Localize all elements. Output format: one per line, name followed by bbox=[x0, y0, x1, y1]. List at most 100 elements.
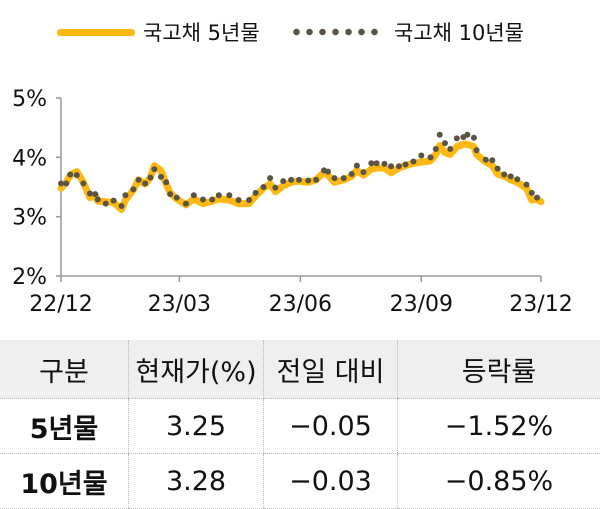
legend-line-swatch bbox=[57, 29, 135, 36]
series-10y-point bbox=[464, 132, 470, 138]
series-10y-point bbox=[332, 175, 338, 181]
table-cell: 3.25 bbox=[129, 399, 264, 454]
series-10y-point bbox=[447, 146, 453, 152]
series-10y-point bbox=[87, 191, 93, 197]
series-10y-point bbox=[103, 201, 109, 207]
x-tick-label: 23/12 bbox=[509, 292, 572, 317]
table-cell: −0.03 bbox=[264, 454, 398, 509]
series-10y-point bbox=[442, 140, 448, 146]
series-10y-point bbox=[354, 163, 360, 169]
series-10y-point bbox=[67, 172, 73, 178]
series-10y-point bbox=[437, 132, 443, 138]
series-10y-point bbox=[349, 171, 355, 177]
series-10y-point bbox=[261, 184, 267, 190]
series-10y-point bbox=[92, 191, 98, 197]
series-10y-point bbox=[253, 190, 259, 196]
series-10y-point bbox=[163, 179, 169, 185]
series-10y-point bbox=[474, 147, 480, 153]
series-10y-point bbox=[167, 191, 173, 197]
header-cell: 구분 bbox=[0, 340, 129, 399]
legend-label: 국고채 5년물 bbox=[143, 17, 260, 47]
series-10y-point bbox=[280, 178, 286, 184]
legend-item-5y: 국고채 5년물 bbox=[57, 14, 260, 50]
series-10y-point bbox=[341, 175, 347, 181]
series-10y-point bbox=[418, 153, 424, 159]
series-10y-point bbox=[454, 135, 460, 141]
series-10y-point bbox=[410, 158, 416, 164]
series-10y-point bbox=[158, 174, 164, 180]
series-10y-point bbox=[508, 173, 514, 179]
series-10y-point bbox=[501, 172, 507, 178]
series-10y-point bbox=[95, 196, 101, 202]
series-10y-point bbox=[122, 192, 128, 198]
y-tick-label: 4% bbox=[12, 146, 47, 171]
series-10y-point bbox=[428, 154, 434, 160]
series-10y-point bbox=[296, 177, 302, 183]
series-10y-point bbox=[147, 175, 153, 181]
y-tick-label: 3% bbox=[12, 206, 47, 231]
series-5y-line bbox=[61, 144, 541, 209]
series-10y-point bbox=[216, 192, 222, 198]
header-cell: 등락률 bbox=[398, 340, 600, 399]
series-10y-point bbox=[534, 195, 540, 201]
header-cell: 현재가(%) bbox=[129, 340, 264, 399]
y-tick-label: 2% bbox=[12, 265, 47, 290]
series-10y-point bbox=[80, 180, 86, 186]
header-cell: 전일 대비 bbox=[264, 340, 398, 399]
series-10y-point bbox=[529, 190, 535, 196]
series-10y-point bbox=[325, 169, 331, 175]
series-10y-point bbox=[360, 169, 366, 175]
series-10y-point bbox=[396, 163, 402, 169]
series-10y-point bbox=[191, 192, 197, 198]
series-10y-point bbox=[272, 185, 278, 191]
series-10y-point bbox=[130, 186, 136, 192]
series-10y-point bbox=[58, 180, 64, 186]
series-10y-point bbox=[151, 166, 157, 172]
series-10y-point bbox=[74, 172, 80, 178]
legend-dots-swatch bbox=[290, 28, 382, 36]
table-cell: −0.85% bbox=[398, 454, 600, 509]
series-10y-point bbox=[63, 180, 69, 186]
series-10y-point bbox=[313, 177, 319, 183]
series-10y-point bbox=[288, 177, 294, 183]
series-10y-point bbox=[236, 197, 242, 203]
series-10y-point bbox=[514, 176, 520, 182]
series-10y-point bbox=[433, 146, 439, 152]
series-10y-point bbox=[136, 177, 142, 183]
series-10y-point bbox=[489, 157, 495, 163]
x-tick-label: 23/09 bbox=[390, 292, 453, 317]
series-10y-point bbox=[118, 203, 124, 209]
series-10y-point bbox=[483, 157, 489, 163]
series-10y-point bbox=[388, 163, 394, 169]
series-10y-point bbox=[382, 161, 388, 167]
series-10y-point bbox=[403, 161, 409, 167]
x-tick-label: 23/03 bbox=[148, 292, 211, 317]
legend-label: 국고채 10년물 bbox=[394, 17, 524, 47]
row-label: 10년물 bbox=[0, 454, 129, 509]
series-10y-point bbox=[267, 175, 273, 181]
chart-legend: 국고채 5년물 국고채 10년물 bbox=[0, 14, 600, 50]
series-10y-point bbox=[524, 182, 530, 188]
series-10y-point bbox=[200, 196, 206, 202]
series-10y-point bbox=[374, 160, 380, 166]
series-10y-point bbox=[226, 192, 232, 198]
table-cell: 3.28 bbox=[129, 454, 264, 509]
series-10y-point bbox=[305, 177, 311, 183]
series-10y-point bbox=[471, 135, 477, 141]
yield-line-chart: 2% 3% 4% 5% 22/12 23/03 23/06 23/09 23/12 bbox=[0, 80, 600, 330]
series-10y-point bbox=[246, 197, 252, 203]
table-cell: −0.05 bbox=[264, 399, 398, 454]
series-10y-point bbox=[495, 166, 501, 172]
series-10y-point bbox=[209, 196, 215, 202]
series-10y-point bbox=[368, 160, 374, 166]
table-header-row: 구분 현재가(%) 전일 대비 등락률 bbox=[0, 340, 600, 399]
x-tick-label: 22/12 bbox=[29, 292, 92, 317]
table-cell: −1.52% bbox=[398, 399, 600, 454]
y-tick-label: 5% bbox=[12, 87, 47, 112]
x-tick-label: 23/06 bbox=[269, 292, 332, 317]
row-label: 5년물 bbox=[0, 399, 129, 454]
series-10y-point bbox=[183, 201, 189, 207]
legend-item-10y: 국고채 10년물 bbox=[290, 14, 524, 50]
table-row: 10년물 3.28 −0.03 −0.85% bbox=[0, 454, 600, 509]
series-10y-point bbox=[142, 180, 148, 186]
